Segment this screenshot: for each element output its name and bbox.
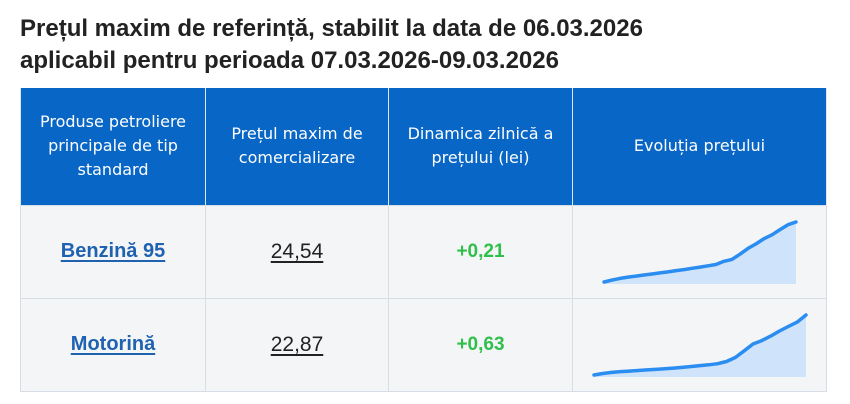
column-header-daily-change: Dinamica zilnică a prețului (lei) xyxy=(388,88,573,205)
product-link-benzina-95[interactable]: Benzină 95 xyxy=(60,240,166,262)
max-price-value[interactable]: 24,54 xyxy=(270,239,324,263)
evolution-cell xyxy=(572,297,827,392)
sparkline-area xyxy=(603,221,796,284)
price-table: Produse petroliere principale de tip sta… xyxy=(20,88,827,392)
header-row: Produse petroliere principale de tip sta… xyxy=(20,88,827,205)
price-evolution-sparkline xyxy=(601,219,798,284)
sparkline-line xyxy=(591,312,808,377)
sparkline-area xyxy=(593,314,806,377)
table-row-benzina-95: Benzină 95 24,54 +0,21 xyxy=(20,204,827,299)
product-link-motorina[interactable]: Motorină xyxy=(70,333,156,355)
daily-change-value: +0,63 xyxy=(456,333,505,355)
price-table-header: Produse petroliere principale de tip sta… xyxy=(20,88,827,205)
daily-change-value: +0,21 xyxy=(456,240,505,262)
max-price-value[interactable]: 22,87 xyxy=(270,332,324,356)
column-header-product: Produse petroliere principale de tip sta… xyxy=(20,88,206,205)
table-row-motorina: Motorină 22,87 +0,63 xyxy=(20,297,827,392)
sparkline-line xyxy=(601,219,798,284)
price-cell: 24,54 xyxy=(205,204,389,299)
column-header-price-evolution: Evoluția prețului xyxy=(572,88,827,205)
product-cell: Benzină 95 xyxy=(20,204,206,299)
page-title-line-2: aplicabil pentru perioada 07.03.2026-09.… xyxy=(20,47,559,74)
product-cell: Motorină xyxy=(20,297,206,392)
change-cell: +0,63 xyxy=(388,297,573,392)
page-title: Prețul maxim de referință, stabilit la d… xyxy=(20,13,830,77)
column-header-max-price: Prețul maxim de comercializare xyxy=(205,88,389,205)
evolution-cell xyxy=(572,204,827,299)
change-cell: +0,21 xyxy=(388,204,573,299)
page-title-line-1: Prețul maxim de referință, stabilit la d… xyxy=(20,15,643,42)
price-cell: 22,87 xyxy=(205,297,389,392)
price-evolution-sparkline xyxy=(591,312,808,377)
